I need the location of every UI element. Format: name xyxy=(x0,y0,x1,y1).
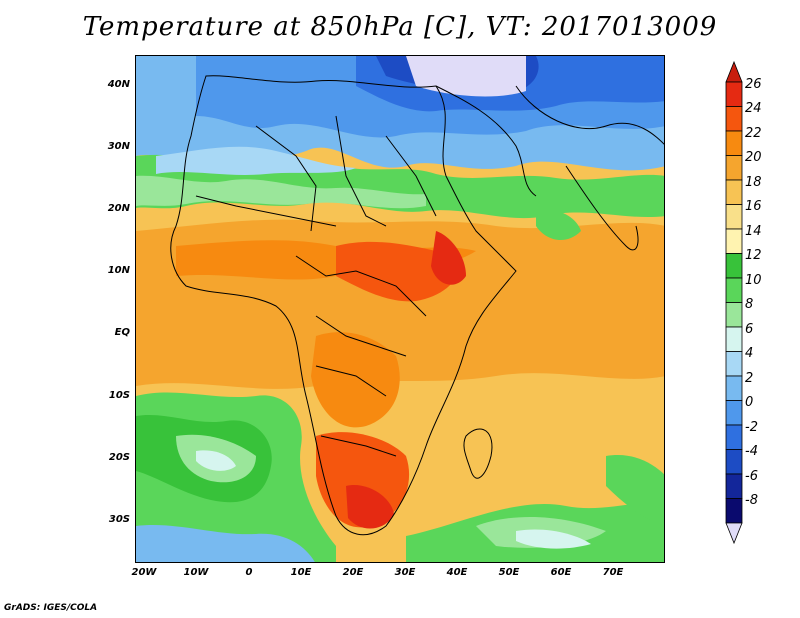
lat-label: 40N xyxy=(107,79,130,90)
colorbar-label: 6 xyxy=(745,321,754,337)
colorbar-label: 18 xyxy=(745,174,762,190)
colorbar-swatch xyxy=(725,228,743,254)
colorbar-label: -2 xyxy=(745,419,758,435)
lon-label: 50E xyxy=(498,567,520,578)
colorbar-swatch xyxy=(725,351,743,377)
colorbar-swatch xyxy=(725,277,743,303)
colorbar-swatch xyxy=(725,449,743,475)
lat-label: 10N xyxy=(107,265,130,276)
colorbar-top-arrow xyxy=(725,60,743,83)
colorbar-label: 12 xyxy=(745,248,762,263)
temperature-map xyxy=(135,55,665,563)
colorbar-label: 20 xyxy=(745,150,762,165)
lat-label: 10S xyxy=(108,390,130,401)
colorbar-label: -6 xyxy=(745,468,758,484)
colorbar-label: 26 xyxy=(745,76,762,92)
colorbar-label: 10 xyxy=(745,272,762,288)
colorbar-label: 2 xyxy=(745,370,754,386)
lat-label: 30S xyxy=(108,514,130,525)
lon-label: 20W xyxy=(131,567,157,578)
colorbar-label: -8 xyxy=(745,493,758,508)
lon-label: 70E xyxy=(602,567,624,578)
colorbar-swatch xyxy=(725,498,743,524)
colorbar-label: -4 xyxy=(745,444,758,459)
colorbar-label: 14 xyxy=(745,223,762,239)
colorbar-swatch xyxy=(725,302,743,328)
colorbar xyxy=(725,60,743,545)
lon-label: 10E xyxy=(290,567,312,578)
colorbar-swatch xyxy=(725,130,743,156)
colorbar-swatch xyxy=(725,424,743,450)
colorbar-label: 8 xyxy=(745,297,754,312)
colorbar-swatch xyxy=(725,155,743,181)
lon-label: 60E xyxy=(550,567,572,578)
colorbar-label: 0 xyxy=(745,395,754,410)
colorbar-swatch xyxy=(725,81,743,107)
colorbar-bottom-arrow xyxy=(725,522,743,545)
colorbar-swatch xyxy=(725,253,743,279)
colorbar-label: 22 xyxy=(745,125,762,141)
lon-label: 20E xyxy=(342,567,364,578)
lat-label: 20N xyxy=(107,203,130,214)
colorbar-label: 4 xyxy=(745,346,754,361)
colorbar-label: 24 xyxy=(745,101,762,116)
lon-label: 40E xyxy=(446,567,468,578)
colorbar-label: 16 xyxy=(745,199,762,214)
map-title: Temperature at 850hPa [C], VT: 201701300… xyxy=(82,12,718,42)
lat-label: 30N xyxy=(107,141,130,152)
colorbar-swatch xyxy=(725,473,743,499)
colorbar-swatch xyxy=(725,106,743,132)
colorbar-swatch xyxy=(725,375,743,401)
credit-text: GrADS: IGES/COLA xyxy=(4,603,98,613)
colorbar-swatch xyxy=(725,400,743,426)
lon-label: 30E xyxy=(394,567,416,578)
colorbar-swatch xyxy=(725,204,743,230)
colorbar-swatch xyxy=(725,179,743,205)
lon-label: 10W xyxy=(183,567,209,578)
lat-label: 20S xyxy=(108,452,130,463)
lat-label: EQ xyxy=(114,327,130,338)
colorbar-swatch xyxy=(725,326,743,352)
map-canvas xyxy=(136,56,664,562)
lon-label: 0 xyxy=(245,567,253,578)
